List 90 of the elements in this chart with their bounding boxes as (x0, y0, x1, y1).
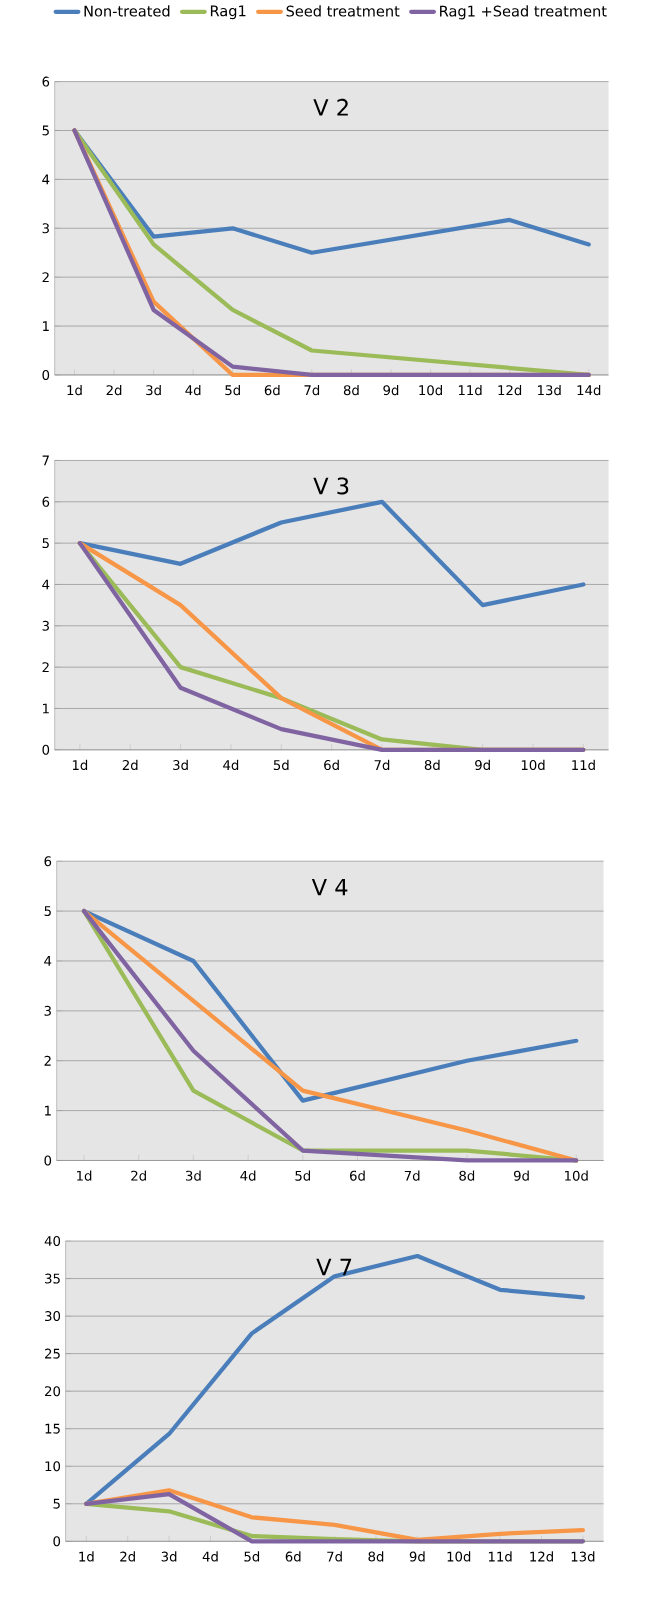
y-tick-label: 4 (42, 579, 50, 590)
y-tick-label: 2 (42, 662, 49, 673)
legend-label: Rag1 +Sead treatment (439, 5, 607, 20)
x-tick-label: 7d (374, 759, 390, 771)
legend-label: Rag1 (210, 5, 246, 20)
x-tick-label: 11d (458, 384, 482, 396)
y-tick-label: 5 (42, 125, 49, 136)
y-tick-label: 0 (42, 744, 50, 755)
y-tick-label: 2 (44, 1055, 51, 1066)
x-tick-label: 12d (530, 1551, 553, 1562)
y-tick-label: 5 (44, 906, 51, 916)
y-tick-label: 20 (44, 1386, 60, 1397)
x-tick-label: 8d (368, 1551, 384, 1562)
x-tick-label: 9d (513, 1170, 529, 1181)
y-tick-label: 40 (44, 1236, 60, 1247)
y-tick-label: 15 (45, 1423, 60, 1434)
x-tick-label: 10d (521, 759, 545, 771)
y-tick-label: 7 (42, 455, 49, 466)
x-tick-label: 11d (488, 1551, 512, 1562)
x-tick-label: 7d (327, 1551, 342, 1562)
x-tick-label: 8d (459, 1170, 474, 1181)
y-tick-label: 10 (45, 1461, 60, 1472)
x-tick-label: 6d (285, 1551, 301, 1562)
x-tick-label: 14d (577, 384, 601, 396)
y-tick-label: 0 (44, 1155, 51, 1166)
x-tick-label: 1d (79, 1551, 94, 1562)
y-tick-label: 6 (42, 496, 50, 507)
x-tick-label: 13d (537, 384, 561, 396)
x-tick-label: 2d (106, 384, 122, 396)
x-tick-label: 6d (264, 384, 280, 396)
x-tick-label: 5d (244, 1551, 259, 1562)
text: V 7 (316, 1258, 351, 1276)
x-tick-label: 10d (564, 1170, 588, 1181)
y-tick-label: 30 (44, 1311, 60, 1322)
text: V 2 (313, 98, 348, 116)
x-tick-label: 9d (383, 384, 399, 396)
x-tick-label: 11d (572, 759, 595, 771)
x-tick-label: 13d (571, 1551, 595, 1562)
y-tick-label: 3 (44, 1005, 51, 1016)
x-tick-label: 1d (67, 384, 82, 396)
x-tick-label: 2d (122, 759, 138, 771)
x-tick-label: 3d (185, 1170, 201, 1181)
x-tick-label: 5d (273, 759, 289, 771)
y-tick-label: 1 (42, 321, 49, 331)
y-tick-label: 3 (42, 223, 49, 234)
x-tick-label: 8d (343, 384, 359, 396)
y-tick-label: 5 (42, 538, 49, 549)
x-tick-label: 3d (146, 384, 161, 396)
text: V 4 (311, 878, 348, 896)
x-tick-label: 2d (120, 1551, 135, 1562)
x-tick-label: 3d (161, 1551, 177, 1562)
x-tick-label: 5d (225, 384, 240, 396)
y-tick-label: 4 (42, 174, 50, 185)
x-tick-label: 4d (202, 1551, 218, 1562)
x-tick-label: 9d (474, 759, 490, 771)
x-tick-label: 8d (424, 759, 440, 771)
x-tick-label: 7d (304, 384, 319, 396)
text: V 3 (313, 477, 349, 495)
y-tick-label: 4 (44, 956, 52, 966)
x-tick-label: 2d (131, 1170, 146, 1181)
y-tick-label: 1 (44, 1105, 51, 1116)
x-tick-label: 5d (295, 1170, 310, 1181)
x-tick-label: 4d (185, 384, 201, 396)
line-series (77, 499, 586, 608)
y-tick-label: 6 (42, 76, 50, 87)
line-series (77, 541, 586, 752)
y-tick-label: 3 (42, 620, 49, 631)
y-tick-label: 35 (44, 1273, 60, 1284)
x-tick-label: 9d (409, 1551, 425, 1562)
x-tick-label: 6d (324, 759, 339, 771)
y-tick-label: 1 (42, 703, 49, 714)
line-series (72, 128, 591, 378)
y-tick-label: 0 (42, 369, 50, 380)
legend-label: Non-treated (84, 5, 170, 17)
x-tick-label: 3d (173, 759, 188, 771)
x-tick-label: 4d (223, 759, 239, 771)
x-tick-label: 10d (419, 384, 442, 396)
y-tick-label: 6 (44, 856, 52, 867)
x-tick-label: 4d (240, 1170, 256, 1181)
x-tick-label: 12d (498, 384, 521, 396)
x-tick-label: 1d (72, 759, 87, 771)
x-tick-label: 10d (447, 1551, 471, 1562)
y-tick-label: 0 (53, 1536, 60, 1547)
x-tick-label: 6d (349, 1170, 365, 1181)
y-tick-label: 25 (44, 1348, 60, 1359)
y-tick-label: 5 (53, 1498, 60, 1509)
x-tick-label: 1d (76, 1170, 92, 1181)
x-tick-label: 7d (404, 1170, 420, 1181)
y-tick-label: 2 (42, 272, 49, 283)
legend-label: Seed treatment (286, 5, 400, 17)
